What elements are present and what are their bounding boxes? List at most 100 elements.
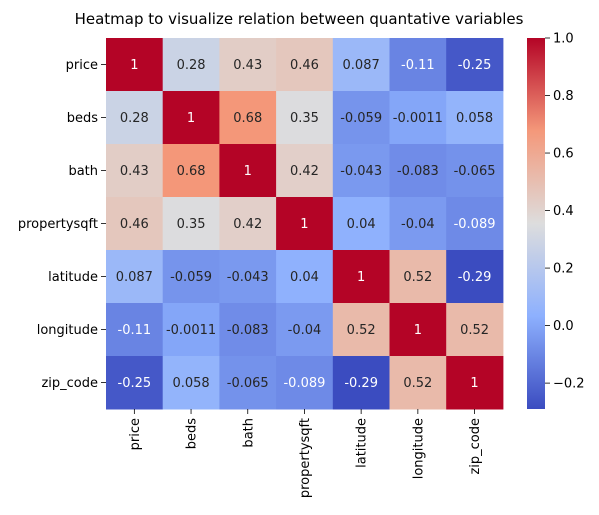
- chart-title: Heatmap to visualize relation between qu…: [75, 10, 524, 28]
- colorbar-tick-label: 0.4: [553, 204, 574, 219]
- cell-value-label: 0.35: [177, 217, 206, 232]
- cell-value-label: 0.42: [290, 164, 319, 179]
- cell-value-label: 0.42: [233, 217, 262, 232]
- cell-value-label: -0.089: [283, 376, 325, 391]
- colorbar-ticks: −0.2 0.0 0.2 0.4 0.6 0.8 1.0: [545, 32, 585, 392]
- heatmap-cell: [332, 356, 390, 410]
- cell-value-label: -0.059: [170, 270, 212, 285]
- heatmap-cell: [106, 197, 164, 251]
- heatmap-cell: [106, 144, 164, 198]
- heatmap-cell: [332, 144, 390, 198]
- heatmap-cell: [389, 144, 447, 198]
- cell-value-label: 0.087: [116, 270, 153, 285]
- heatmap-cell: [276, 144, 334, 198]
- cell-value-label: -0.25: [458, 58, 492, 73]
- row-tick-label: longitude: [37, 323, 98, 338]
- cell-value-label: -0.083: [397, 164, 439, 179]
- cell-value-label: -0.11: [118, 323, 152, 338]
- heatmap-cell: [446, 303, 504, 357]
- colorbar-tick-label: 1.0: [553, 32, 574, 47]
- colorbar-tick-label: 0.0: [553, 319, 574, 334]
- row-tick-label: bath: [68, 164, 98, 179]
- heatmap-cell: [219, 91, 277, 145]
- cell-value-label: -0.04: [288, 323, 322, 338]
- cell-value-label: -0.25: [118, 376, 152, 391]
- heatmap-cell: [446, 38, 504, 92]
- heatmap-cell: [389, 250, 447, 304]
- cell-value-label: 0.058: [172, 376, 209, 391]
- heatmap-cell: [219, 356, 277, 410]
- cell-value-label: 0.04: [290, 270, 319, 285]
- heatmap-cell: [106, 303, 164, 357]
- heatmap-cell: [162, 197, 220, 251]
- column-tick-label: propertysqft: [298, 418, 313, 498]
- heatmap-cell: [389, 197, 447, 251]
- heatmap-cell: [446, 356, 504, 410]
- heatmap-cell: [162, 356, 220, 410]
- cell-value-label: 0.43: [233, 58, 262, 73]
- colorbar-tick-label: 0.8: [553, 89, 574, 104]
- heatmap-cell: [106, 38, 164, 92]
- cell-value-label: 0.058: [456, 111, 493, 126]
- heatmap-cell: [389, 91, 447, 145]
- cell-value-label: -0.0011: [393, 111, 443, 126]
- column-tick-label: latitude: [355, 418, 370, 468]
- cell-value-label: -0.29: [458, 270, 492, 285]
- cell-value-label: 1: [300, 217, 308, 232]
- cell-value-label: 1: [357, 270, 365, 285]
- heatmap-cell: [446, 197, 504, 251]
- heatmap-cell: [162, 144, 220, 198]
- row-tick-label: price: [66, 58, 98, 73]
- heatmap-cell: [162, 91, 220, 145]
- column-tick-label: beds: [185, 418, 200, 450]
- column-tick-label: longitude: [411, 418, 426, 479]
- cell-value-label: 0.28: [120, 111, 149, 126]
- heatmap-cell: [219, 38, 277, 92]
- row-tick-label: beds: [67, 111, 99, 126]
- cell-value-label: 0.68: [177, 164, 206, 179]
- cell-value-label: 1: [470, 376, 478, 391]
- cell-value-label: 0.28: [177, 58, 206, 73]
- heatmap-cell: [276, 250, 334, 304]
- heatmap-cell: [332, 197, 390, 251]
- cell-value-label: 1: [414, 323, 422, 338]
- cell-value-label: -0.11: [401, 58, 435, 73]
- heatmap-cell: [332, 303, 390, 357]
- cell-value-label: 0.68: [233, 111, 262, 126]
- heatmap-cell: [106, 356, 164, 410]
- cell-value-label: 0.46: [120, 217, 149, 232]
- cell-value-label: -0.065: [454, 164, 496, 179]
- column-tick-label: price: [128, 418, 143, 450]
- heatmap-cell: [276, 356, 334, 410]
- cell-value-label: 1: [130, 58, 138, 73]
- heatmap-cell: [219, 144, 277, 198]
- cell-value-label: 0.35: [290, 111, 319, 126]
- heatmap-cell: [162, 303, 220, 357]
- cell-value-label: 1: [187, 111, 195, 126]
- cell-value-label: -0.0011: [166, 323, 216, 338]
- column-tick-labels: price beds bath propertysqft latitude longitu…: [128, 409, 483, 498]
- cell-value-label: 1: [244, 164, 252, 179]
- heatmap-cell: [106, 91, 164, 145]
- row-tick-label: propertysqft: [18, 217, 98, 232]
- colorbar-tick-label: −0.2: [553, 377, 585, 392]
- cell-value-label: -0.065: [227, 376, 269, 391]
- cell-value-label: 0.43: [120, 164, 149, 179]
- row-tick-labels: price beds bath propertysqft latitude longitu…: [18, 58, 106, 391]
- cell-value-label: -0.043: [340, 164, 382, 179]
- cell-value-label: -0.29: [344, 376, 378, 391]
- cell-value-label: 0.52: [347, 323, 376, 338]
- cell-value-label: 0.52: [460, 323, 489, 338]
- heatmap-cell: [389, 303, 447, 357]
- heatmap-cell: [389, 356, 447, 410]
- row-tick-label: zip_code: [41, 376, 98, 391]
- heatmap-cell: [219, 303, 277, 357]
- cell-value-label: -0.04: [401, 217, 435, 232]
- heatmap-cell: [446, 144, 504, 198]
- colorbar-tick-label: 0.2: [553, 262, 574, 277]
- cell-value-label: 0.52: [403, 270, 432, 285]
- heatmap-cell: [276, 91, 334, 145]
- cell-value-label: -0.059: [340, 111, 382, 126]
- heatmap-cell: [276, 303, 334, 357]
- heatmap-cell: [219, 250, 277, 304]
